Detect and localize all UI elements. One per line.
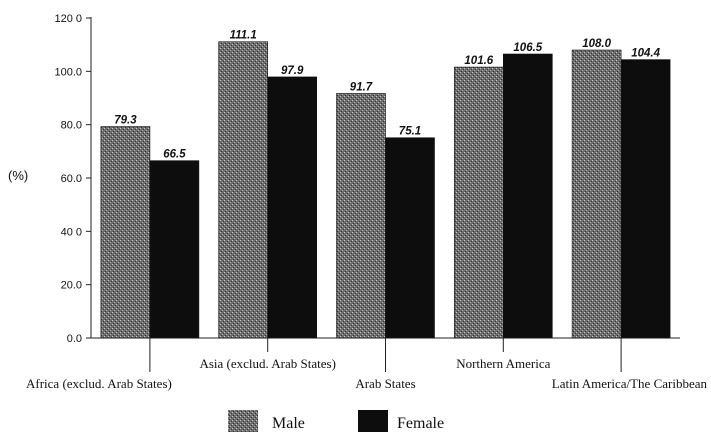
- value-label-male-1: 111.1: [230, 30, 257, 42]
- legend-label-male: Male: [272, 415, 305, 432]
- value-label-female-4: 104.4: [631, 48, 660, 60]
- bar-male-2: [336, 93, 386, 339]
- value-label-female-1: 97.9: [281, 65, 304, 77]
- y-tick-label: 0.0: [67, 333, 82, 345]
- bar-male-4: [571, 49, 622, 339]
- y-tick-label: 80.0: [61, 120, 82, 132]
- legend-swatch-male: [228, 410, 258, 432]
- y-tick-label: 120 0: [54, 13, 82, 25]
- bar-male-1: [218, 41, 268, 339]
- bar-female-4: [620, 59, 671, 339]
- y-tick-label: 20.0: [61, 280, 82, 292]
- value-label-female-0: 66.5: [163, 149, 186, 161]
- value-label-male-4: 108.0: [582, 38, 611, 50]
- bar-male-0: [100, 126, 151, 339]
- y-tick-label: 100.0: [54, 66, 82, 78]
- value-label-male-0: 79.3: [114, 115, 137, 127]
- bar-female-2: [385, 137, 435, 339]
- y-axis-label: (%): [8, 168, 28, 183]
- category-labels: Africa (exclud. Arab States) Asia (exclud…: [26, 338, 707, 391]
- bar-female-0: [149, 160, 200, 339]
- y-tick-label: 40 0: [61, 226, 82, 238]
- category-label-4: Latin America/The Caribbean: [552, 376, 708, 391]
- value-label-female-3: 106.5: [513, 42, 542, 54]
- category-label-3: Northern America: [456, 356, 550, 371]
- category-label-0: Africa (exclud. Arab States): [26, 376, 172, 391]
- value-label-male-3: 101.6: [464, 55, 493, 67]
- legend-label-female: Female: [397, 415, 444, 432]
- category-label-1: Asia (exclud. Arab States): [199, 356, 335, 371]
- value-label-female-2: 75.1: [399, 126, 421, 138]
- legend-swatch-female: [358, 410, 388, 432]
- bars: [100, 41, 671, 339]
- category-label-2: Arab States: [355, 376, 415, 391]
- bar-female-3: [502, 53, 553, 339]
- bar-male-3: [453, 66, 504, 339]
- legend: Male Female: [228, 410, 444, 432]
- bar-female-1: [267, 76, 318, 339]
- value-label-male-2: 91.7: [350, 81, 373, 93]
- y-tick-label: 60.0: [61, 173, 82, 185]
- value-labels: 79.3 66.5 111.1 97.9 91.7 75.1 101.6 106.5 108.0…: [114, 30, 660, 161]
